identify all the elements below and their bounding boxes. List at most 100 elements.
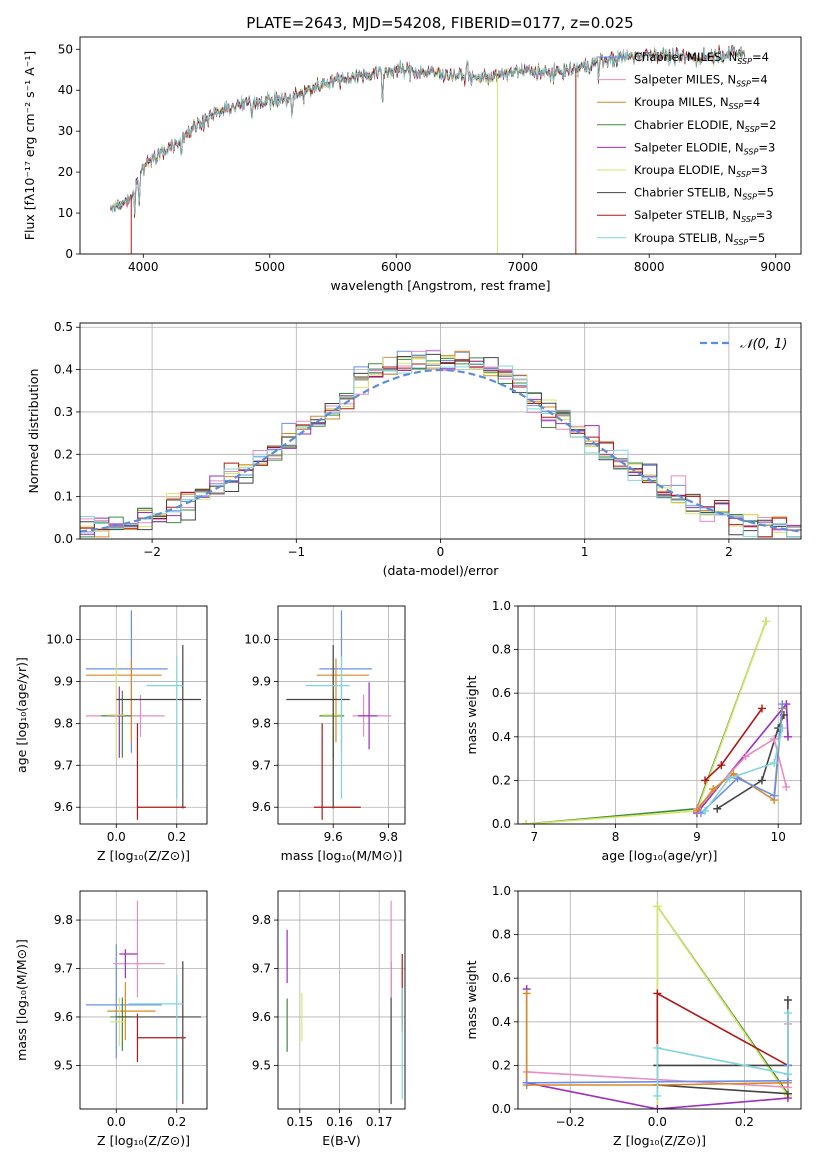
y-tick-label: 0.2: [54, 447, 73, 461]
errorbar-salpeter-stelib: [136, 1013, 186, 1063]
series-line: [704, 727, 784, 812]
y-tick-label: 30: [58, 124, 73, 138]
x-tick-label: 9000: [760, 260, 791, 274]
series-marker: [709, 785, 718, 794]
panel-weight-vs-z: −0.2 0.0 0.2 0.0 0.2 0.4 0.6 0.8 1.0 Z [log₁₀(Z/Z…: [464, 884, 802, 1148]
series-marker: [725, 774, 734, 783]
y-tick-label: 0.1: [54, 490, 73, 504]
y-tick-label: 0.8: [492, 643, 511, 657]
errorbar-salpeter-stelib: [313, 723, 361, 820]
y-tick-label: 0.4: [54, 363, 73, 377]
y-tick-label: 20: [58, 165, 73, 179]
y-axis-label: mass weight: [464, 675, 479, 754]
x-tick-label: −0.2: [556, 1115, 585, 1129]
y-tick-label: 9.9: [54, 674, 73, 688]
y-tick-label: 0.2: [492, 773, 511, 787]
errorbar-salpeter-elodie: [358, 682, 378, 750]
series-chabrier-elodie: [522, 617, 771, 824]
y-tick-label: 9.9: [252, 674, 271, 688]
errorbar-salpeter-stelib: [136, 723, 186, 820]
series-marker: [701, 806, 710, 815]
y-tick-label: 0.2: [492, 1058, 511, 1072]
x-tick-label: 0.17: [366, 1115, 393, 1129]
errorbar-chabrier-stelib: [116, 644, 201, 809]
y-axis-label: mass weight: [464, 960, 479, 1039]
series-marker: [783, 732, 792, 741]
y-tick-label: 9.6: [252, 1010, 271, 1024]
series-marker: [783, 1070, 792, 1079]
plot-area: [522, 617, 792, 824]
axes-frame: [517, 605, 802, 825]
y-tick-label: 1.0: [492, 884, 511, 898]
series-marker: [653, 989, 662, 998]
x-axis-label: (data-model)/error: [383, 563, 500, 578]
y-tick-label: 1.0: [492, 599, 511, 613]
y-tick-label: 9.5: [54, 1058, 73, 1072]
legend-entry: Kroupa MILES, NSSP=4: [597, 95, 760, 111]
axes-frame: [79, 890, 208, 1110]
x-tick-label: −2: [143, 545, 161, 559]
spectrum-legend: Chabrier MILES, NSSP=4 Salpeter MILES, NS…: [597, 50, 776, 247]
figure-title: PLATE=2643, MJD=54208, FIBERID=0177, z=0…: [246, 14, 633, 32]
series-marker: [770, 758, 779, 767]
axes-frame: [277, 605, 406, 825]
x-tick-label: 0.16: [326, 1115, 353, 1129]
x-axis-label: Z [log₁₀(Z/Z⊙)]: [97, 1133, 190, 1148]
x-tick-label: 0.0: [107, 1115, 126, 1129]
series-line: [526, 621, 767, 824]
y-tick-label: 0: [65, 247, 73, 261]
series-marker: [778, 700, 787, 709]
x-tick-label: 5000: [254, 260, 285, 274]
errorbar-kroupa-miles: [107, 982, 156, 1041]
series-marker: [770, 734, 779, 743]
x-tick-label: 8000: [634, 260, 665, 274]
legend-entry: Salpeter STELIB, NSSP=3: [597, 208, 773, 224]
y-tick-label: 0.4: [492, 730, 511, 744]
plot-area: [522, 902, 792, 1109]
errorbar-chabrier-stelib: [286, 644, 350, 809]
residuals-legend: 𝒩(0, 1): [700, 337, 787, 352]
legend-entry: Chabrier STELIB, NSSP=5: [597, 186, 774, 202]
errorbar-kroupa-stelib: [146, 656, 183, 799]
x-tick-label: 10: [771, 830, 786, 844]
y-tick-label: 9.5: [252, 1058, 271, 1072]
series-marker: [741, 752, 750, 761]
plot-area: [86, 900, 201, 1105]
series-marker: [701, 776, 710, 785]
series-line: [656, 903, 789, 1109]
series-kroupa-stelib: [653, 1009, 792, 1100]
series-line: [525, 993, 788, 1086]
panel-age-vs-z: 0.0 0.2 9.6 9.7 9.8 9.9 10.0 Z [log₁₀(Z/Z⊙)] age…: [14, 605, 208, 863]
x-tick-label: 0: [437, 545, 445, 559]
series-marker: [778, 724, 787, 733]
y-tick-label: 9.7: [252, 758, 271, 772]
errorbar-chabrier-stelib: [116, 961, 201, 1105]
legend-entry: Salpeter ELODIE, NSSP=3: [597, 140, 775, 156]
legend-label: Salpeter MILES, NSSP=4: [634, 73, 768, 89]
series-marker: [717, 761, 726, 770]
series-marker: [713, 804, 722, 813]
x-tick-label: 4000: [128, 260, 159, 274]
panel-weight-vs-age: 7 8 9 10 0.0 0.2 0.4 0.6 0.8 1.0 age [log₁₀(age/yr…: [464, 599, 802, 863]
x-axis-label: age [log₁₀(age/yr)]: [602, 848, 718, 863]
series-salpeter-stelib: [701, 704, 766, 785]
series-line: [526, 621, 767, 824]
x-axis-label: E(B-V): [322, 1133, 361, 1148]
series-marker: [696, 809, 705, 818]
legend-label: Chabrier ELODIE, NSSP=2: [634, 118, 776, 134]
series-marker: [522, 989, 531, 998]
series-line: [656, 1013, 789, 1096]
y-tick-label: 10: [58, 206, 73, 220]
y-axis-label: Normed distribution: [26, 369, 41, 494]
series-marker: [653, 1043, 662, 1052]
errorbar-kroupa-elodie: [110, 997, 126, 1047]
x-tick-label: 0.0: [648, 1115, 667, 1129]
plot-area: [286, 610, 392, 820]
plot-area: [80, 349, 801, 539]
y-tick-label: 0.8: [492, 928, 511, 942]
x-tick-label: 7000: [507, 260, 538, 274]
y-tick-label: 40: [58, 83, 73, 97]
x-tick-label: 0.2: [167, 1115, 186, 1129]
axes-frame: [79, 322, 802, 540]
